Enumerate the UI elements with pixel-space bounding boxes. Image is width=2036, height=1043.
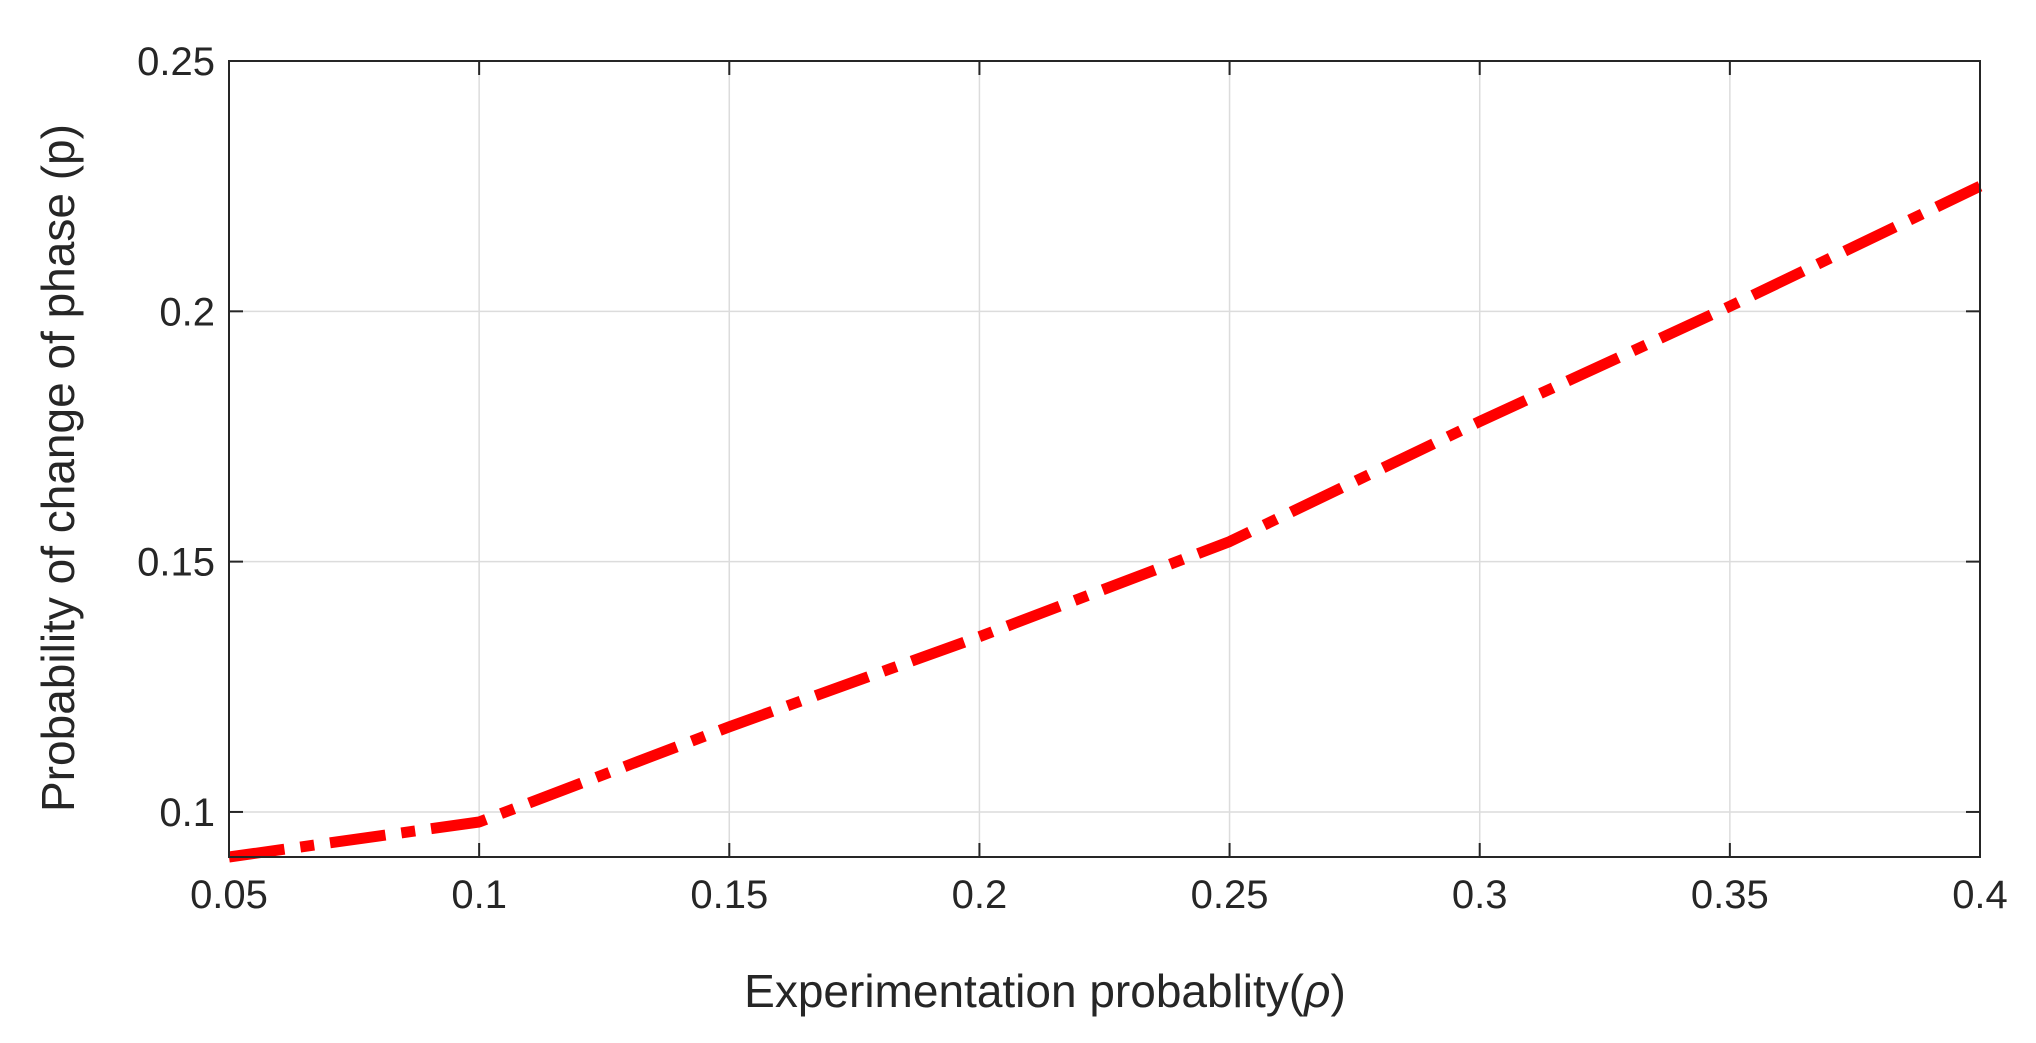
y-tick-label: 0.25 bbox=[137, 40, 215, 84]
x-tick-label: 0.1 bbox=[451, 873, 507, 917]
ticks: 0.05 0.1 0.15 0.2 0.25 0.3 0.35 0.4 0.1 0.15 0.2 0.… bbox=[137, 40, 2008, 917]
data-point bbox=[728, 725, 731, 728]
data-point bbox=[1728, 305, 1731, 308]
y-tick-label: 0.1 bbox=[159, 791, 215, 835]
y-axis-label: Probability of change of phase (p) bbox=[32, 124, 84, 812]
x-tick-label: 0.4 bbox=[1952, 873, 2008, 917]
data-point bbox=[1228, 540, 1231, 543]
x-tick-label: 0.2 bbox=[952, 873, 1008, 917]
x-tick-label: 0.35 bbox=[1691, 873, 1769, 917]
x-axis-label: Experimentation probablity(ρ) bbox=[744, 965, 1346, 1017]
x-tick-label: 0.05 bbox=[190, 873, 268, 917]
y-tick-label: 0.2 bbox=[159, 290, 215, 334]
x-tick-label: 0.3 bbox=[1452, 873, 1508, 917]
series-layer bbox=[228, 181, 1983, 863]
series-line bbox=[228, 181, 1983, 863]
plot-frame bbox=[228, 60, 1981, 858]
data-point bbox=[1478, 420, 1481, 423]
x-tick-label: 0.25 bbox=[1191, 873, 1269, 917]
y-tick-label: 0.15 bbox=[137, 541, 215, 585]
data-point bbox=[978, 635, 981, 638]
x-tick-label: 0.15 bbox=[690, 873, 768, 917]
data-point bbox=[478, 820, 481, 823]
